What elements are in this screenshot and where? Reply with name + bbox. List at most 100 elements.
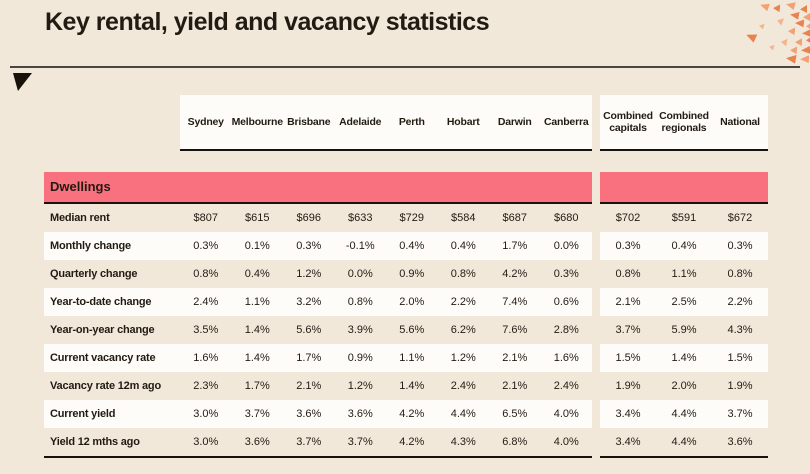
table-cell: 1.9% — [615, 380, 641, 392]
table-cell: 7.6% — [502, 324, 528, 336]
row-gap — [592, 288, 600, 316]
row-label: Year-on-year change — [50, 324, 155, 336]
table-cell: $729 — [399, 212, 424, 224]
table-cell: 1.4% — [244, 352, 270, 364]
table-cell: $672 — [727, 212, 753, 224]
table-cell: 4.4% — [671, 436, 697, 448]
section-band-aggregates — [600, 172, 768, 204]
row-label: Current yield — [50, 408, 116, 420]
triangle-confetti-icon — [788, 27, 796, 36]
row-segment-aggregates: 2.1% 2.5% 2.2% — [600, 288, 768, 316]
table-cell: 5.9% — [671, 324, 697, 336]
table-cell: 2.2% — [450, 296, 476, 308]
table-cell: 0.3% — [615, 240, 641, 252]
table-cell: 3.5% — [193, 324, 219, 336]
row-segment-aggregates: 3.4% 4.4% 3.7% — [600, 400, 768, 428]
table-bottom-border-aggregates — [600, 456, 768, 458]
table-cell: 4.3% — [727, 324, 753, 336]
table-cell: 4.0% — [553, 436, 579, 448]
table-cell: 1.7% — [296, 352, 322, 364]
triangle-confetti-icon — [790, 46, 798, 55]
table-cell: 0.3% — [727, 240, 753, 252]
row-segment-capitals: Quarterly change 0.8% 0.4% 1.2% 0.0% 0.9% 0.8%… — [44, 260, 592, 288]
row-label: Yield 12 mths ago — [50, 436, 140, 448]
row-gap — [592, 428, 600, 456]
row-label: Vacancy rate 12m ago — [50, 380, 161, 392]
table-cell: 1.1% — [244, 296, 270, 308]
table-row: Yield 12 mths ago 3.0% 3.6% 3.7% 3.7% 4.2% 4.3… — [44, 428, 768, 456]
table-cell: 0.3% — [296, 240, 322, 252]
column-header: Melbourne — [231, 115, 283, 128]
table-cell: 2.1% — [502, 380, 528, 392]
triangle-confetti-icon — [795, 19, 805, 28]
table-cell: 1.2% — [347, 380, 373, 392]
triangle-confetti-icon — [785, 0, 796, 10]
table-body: Median rent $807 $615 $696 $633 $729 $584 $687 $… — [44, 204, 768, 456]
triangle-confetti-icon — [795, 38, 802, 46]
table-cell: 3.0% — [193, 436, 219, 448]
table-cell: 1.7% — [244, 380, 270, 392]
row-segment-capitals: Yield 12 mths ago 3.0% 3.6% 3.7% 3.7% 4.2% 4.3… — [44, 428, 592, 456]
table-row: Vacancy rate 12m ago 2.3% 1.7% 2.1% 1.2% 1.4%… — [44, 372, 768, 400]
row-segment-aggregates: 0.8% 1.1% 0.8% — [600, 260, 768, 288]
table-cell: $687 — [502, 212, 527, 224]
table-cell: 2.8% — [553, 324, 579, 336]
triangle-confetti-icon — [745, 30, 758, 42]
table-cell: 3.0% — [193, 408, 219, 420]
table-cell: -0.1% — [345, 240, 375, 252]
table-cell: 0.0% — [347, 268, 373, 280]
table-cell: 1.6% — [193, 352, 219, 364]
table-cell: 1.9% — [727, 380, 753, 392]
table-cell: 0.8% — [615, 268, 641, 280]
row-segment-capitals: Monthly change 0.3% 0.1% 0.3% -0.1% 0.4% 0.4% 1… — [44, 232, 592, 260]
table-cell: 1.1% — [671, 268, 697, 280]
column-header-group-capitals: Sydney Melbourne Brisbane Adelaide Perth Hoba… — [180, 95, 592, 151]
table-cell: 1.5% — [615, 352, 641, 364]
triangle-confetti-icon — [806, 36, 810, 44]
row-label: Year-to-date change — [50, 296, 152, 308]
row-segment-aggregates: 1.9% 2.0% 1.9% — [600, 372, 768, 400]
row-gap — [592, 232, 600, 260]
row-label: Median rent — [50, 212, 110, 224]
table-bottom-border — [44, 456, 592, 458]
table-cell: 2.0% — [399, 296, 425, 308]
page-title: Key rental, yield and vacancy statistics — [45, 8, 490, 36]
table-row: Monthly change 0.3% 0.1% 0.3% -0.1% 0.4% 0.4% 1… — [44, 232, 768, 260]
table-cell: 0.9% — [347, 352, 373, 364]
table-cell: 3.7% — [296, 436, 322, 448]
section-label: Dwellings — [50, 179, 111, 194]
table-cell: 1.2% — [450, 352, 476, 364]
table-cell: 3.7% — [615, 324, 641, 336]
table-cell: 0.8% — [450, 268, 476, 280]
table-cell: 0.4% — [671, 240, 697, 252]
row-segment-capitals: Vacancy rate 12m ago 2.3% 1.7% 2.1% 1.2% 1.4%… — [44, 372, 592, 400]
column-header: Combined capitals — [603, 109, 653, 134]
row-segment-capitals: Median rent $807 $615 $696 $633 $729 $584 $687 $… — [44, 204, 592, 232]
table-cell: 3.7% — [347, 436, 373, 448]
triangle-confetti-icon — [802, 29, 810, 37]
table-row: Year-on-year change 3.5% 1.4% 5.6% 3.9% 5.6% 6… — [44, 316, 768, 344]
triangle-confetti-icon — [780, 38, 787, 47]
row-segment-aggregates: $702 $591 $672 — [600, 204, 768, 232]
column-header: National — [720, 115, 760, 128]
table-cell: $680 — [554, 212, 579, 224]
table-cell: 0.3% — [553, 268, 579, 280]
table-row: Median rent $807 $615 $696 $633 $729 $584 $687 $… — [44, 204, 768, 232]
table-cell: 2.5% — [671, 296, 697, 308]
table-row: Quarterly change 0.8% 0.4% 1.2% 0.0% 0.9% 0.8%… — [44, 260, 768, 288]
row-label: Current vacancy rate — [50, 352, 156, 364]
table-row: Current vacancy rate 1.6% 1.4% 1.7% 0.9% 1.1%… — [44, 344, 768, 372]
column-header: Hobart — [446, 115, 480, 128]
table-cell: 6.2% — [450, 324, 476, 336]
table-cell: 5.6% — [296, 324, 322, 336]
table-cell: 0.6% — [553, 296, 579, 308]
table-cell: 0.4% — [244, 268, 270, 280]
row-gap — [592, 204, 600, 232]
table-cell: 4.2% — [399, 408, 425, 420]
table-cell: 4.4% — [671, 408, 697, 420]
table-cell: 3.7% — [727, 408, 753, 420]
table-cell: 3.6% — [347, 408, 373, 420]
table-cell: 2.4% — [193, 296, 219, 308]
table-cell: 2.3% — [193, 380, 219, 392]
table-cell: 3.6% — [727, 436, 753, 448]
